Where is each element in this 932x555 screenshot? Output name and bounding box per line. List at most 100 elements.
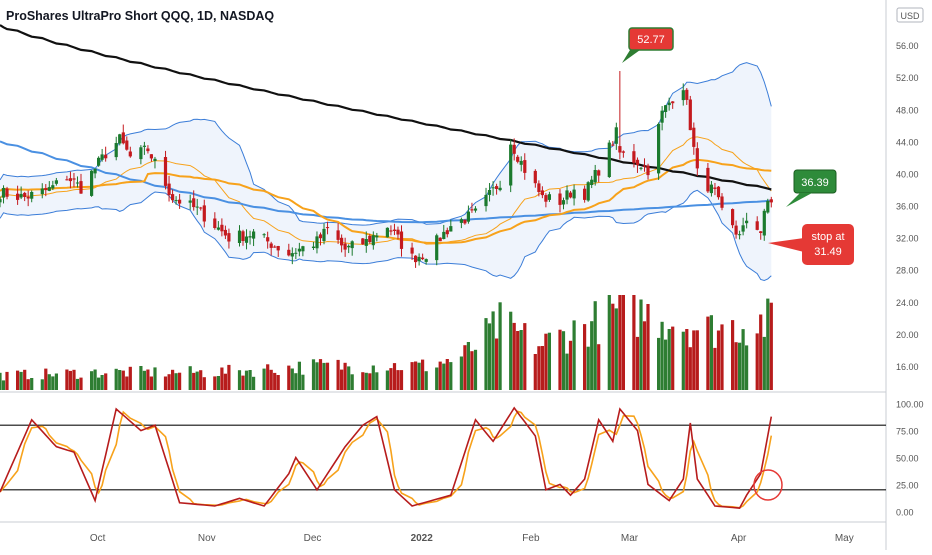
candle-body — [195, 206, 199, 208]
candle-body — [364, 239, 368, 246]
volume-bar — [340, 369, 344, 390]
candle-body — [614, 127, 618, 144]
volume-bar — [142, 370, 146, 390]
volume-bar — [241, 375, 245, 390]
volume-bar — [635, 336, 640, 390]
candle-body — [93, 168, 97, 174]
candle-body — [766, 201, 770, 213]
volume-bar — [297, 361, 301, 390]
oscillator-tick-label: 50.00 — [896, 454, 919, 464]
oscillator-tick-label: 75.00 — [896, 427, 919, 437]
volume-bar — [139, 366, 143, 390]
candle-body — [315, 236, 319, 249]
volume-bar — [16, 370, 20, 390]
candle-body — [720, 196, 724, 208]
candle-body — [368, 236, 372, 243]
volume-bar — [244, 370, 249, 390]
candle-body — [199, 207, 203, 209]
candle-body — [72, 178, 76, 180]
high-callout-box — [628, 27, 674, 51]
candle-body — [442, 231, 446, 239]
candle-body — [5, 188, 9, 197]
volume-bar — [178, 372, 182, 390]
currency-badge[interactable] — [896, 7, 924, 23]
price-tick-label: 20.00 — [896, 330, 919, 340]
last-price-callout: 36.39 — [786, 169, 837, 207]
moving-average-lines — [0, 24, 772, 282]
candle-body — [568, 192, 573, 198]
oscillator-tick-label: 100.00 — [896, 400, 924, 410]
volume-bar — [671, 326, 675, 390]
candle-body — [290, 253, 294, 257]
candle-body — [445, 230, 449, 235]
price-tick-label: 48.00 — [896, 105, 919, 115]
volume-bar — [586, 346, 590, 390]
candle-body — [0, 199, 2, 203]
volume-bar — [558, 329, 562, 390]
volume-bar — [414, 361, 418, 390]
volume-bar — [128, 366, 132, 390]
volume-bar — [199, 370, 203, 390]
volume-bar — [23, 369, 27, 390]
volume-bar — [459, 356, 463, 390]
volume-bar — [410, 362, 414, 390]
candle-body — [547, 194, 551, 200]
candle-body — [671, 101, 675, 104]
candle-body — [322, 228, 326, 241]
price-tick-label: 28.00 — [896, 266, 919, 276]
candle-body — [350, 241, 354, 249]
candle-body — [621, 151, 625, 153]
volume-bar — [565, 353, 569, 390]
candle-body — [417, 256, 421, 262]
candle-body — [54, 180, 58, 184]
candle-body — [139, 147, 143, 160]
volume-bar — [498, 302, 502, 390]
candle-body — [294, 252, 298, 254]
stop-callout-pointer — [768, 238, 804, 252]
candle-body — [51, 185, 55, 189]
stop-callout-box — [802, 224, 854, 265]
volume-bar — [611, 303, 615, 390]
candle-body — [635, 159, 640, 165]
volume-bar — [47, 374, 51, 390]
volume-bar — [195, 371, 199, 390]
candle-body — [487, 190, 492, 195]
volume-bar — [93, 369, 97, 390]
volume-bar — [220, 367, 224, 390]
candle-body — [26, 196, 30, 199]
candle-body — [223, 229, 227, 236]
time-tick-label: Dec — [304, 533, 322, 544]
time-axis[interactable]: Oct Nov Dec 2022 Feb Mar Apr May — [90, 533, 854, 544]
candle-body — [618, 146, 622, 153]
candle-body — [361, 238, 365, 245]
volume-bar — [597, 344, 601, 390]
candle-body — [248, 236, 252, 238]
volume-bar — [68, 370, 72, 390]
volume-bar — [618, 295, 622, 390]
volume-bar — [336, 359, 340, 390]
time-tick-label: 2022 — [411, 533, 434, 544]
candle-body — [276, 246, 280, 251]
volume-bar — [118, 370, 122, 390]
oscillator-highlight-circle — [753, 469, 783, 501]
volume-bar — [368, 373, 372, 390]
time-tick-label: Nov — [198, 533, 216, 544]
volume-bar — [738, 342, 742, 390]
volume-bar — [421, 359, 425, 390]
volume-bar — [192, 372, 196, 390]
volume-bar — [188, 366, 192, 390]
candle-body — [769, 199, 773, 203]
volume-bar — [350, 374, 354, 390]
volume-bar — [614, 308, 618, 390]
candle-body — [244, 236, 249, 243]
candle-body — [681, 90, 685, 101]
volume-bar — [438, 361, 442, 390]
candle-body — [385, 227, 389, 238]
chart-title: ProShares UltraPro Short QQQ, 1D, NASDAQ — [6, 9, 274, 23]
candle-body — [68, 178, 72, 182]
volume-bar — [30, 378, 34, 390]
candle-body — [762, 210, 766, 236]
volume-bar — [495, 338, 499, 390]
volume-bar — [540, 346, 544, 390]
